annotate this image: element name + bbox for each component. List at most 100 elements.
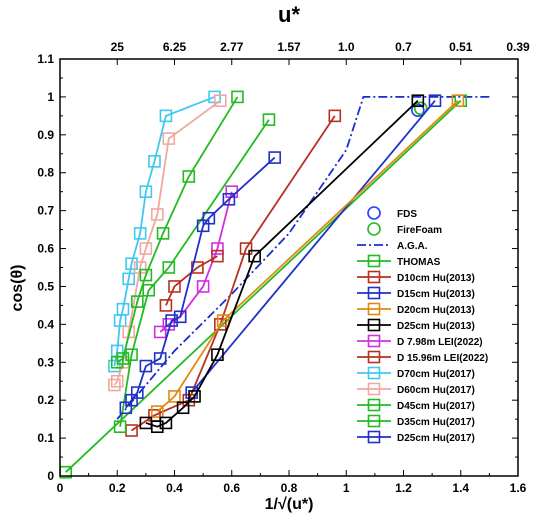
- data-point: [159, 109, 173, 123]
- data-point: [148, 155, 161, 168]
- series-line: [113, 99, 221, 386]
- data-point: [153, 352, 167, 365]
- data-point: [116, 302, 130, 316]
- data-point: [165, 314, 178, 327]
- data-point: [130, 295, 144, 308]
- data-point: [139, 185, 153, 198]
- x-tick-label: 1: [343, 481, 350, 495]
- legend-swatch-marker: [367, 430, 381, 444]
- data-point: [214, 318, 227, 331]
- legend-label: D20cm Hu(2013): [397, 305, 475, 316]
- data-point: [231, 90, 244, 104]
- data-point: [159, 299, 173, 312]
- legend-item-1: FireFoam: [367, 222, 442, 236]
- legend-item-6: D20cm Hu(2013): [357, 302, 475, 316]
- y-tick-label: 0.5: [37, 279, 54, 293]
- legend-item-4: D10cm Hu(2013): [357, 270, 475, 284]
- data-point: [133, 227, 147, 240]
- y-tick-label: 0.8: [37, 166, 54, 180]
- y-tick-label: 0.4: [37, 317, 54, 331]
- legend-swatch-marker: [367, 350, 381, 364]
- data-point: [122, 272, 135, 286]
- x-tick-label: 1.2: [395, 481, 412, 495]
- legend-label: D15cm Hu(2013): [397, 289, 475, 300]
- data-point: [196, 280, 210, 293]
- y-tick-label: 1.1: [37, 52, 54, 66]
- legend-item-2: A.G.A.: [357, 241, 428, 252]
- data-point: [108, 359, 121, 373]
- series-7: [139, 94, 425, 434]
- legend-swatch-marker: [367, 206, 381, 220]
- data-point: [182, 170, 196, 183]
- data-point: [159, 416, 173, 430]
- data-point: [116, 352, 130, 365]
- x-tick-label: 0.4: [166, 481, 183, 495]
- legend-label: D25cm Hu(2017): [397, 433, 475, 444]
- legend-swatch-marker: [367, 318, 381, 332]
- data-point: [248, 249, 261, 263]
- legend-item-11: D60cm Hu(2017): [357, 382, 475, 396]
- series-line: [119, 119, 270, 427]
- legend-swatch-marker: [367, 334, 381, 348]
- series-14: [119, 151, 281, 415]
- y-axis-label: cos(θ): [9, 265, 26, 312]
- data-point: [413, 101, 428, 116]
- top-x-tick-label: 1.0: [338, 40, 355, 54]
- data-point: [139, 242, 153, 255]
- series-line: [131, 115, 336, 432]
- top-x-tick-label: 6.25: [163, 40, 187, 54]
- legend-label: D45cm Hu(2017): [397, 401, 475, 412]
- data-point: [125, 348, 138, 361]
- data-point: [139, 359, 153, 373]
- y-tick-label: 0.9: [37, 128, 54, 142]
- series-4: [125, 109, 342, 437]
- y-tick-label: 0.6: [37, 242, 54, 256]
- data-point: [130, 386, 144, 399]
- legend-swatch-marker: [367, 270, 381, 284]
- data-point: [151, 420, 164, 434]
- legend-label: FDS: [397, 209, 417, 220]
- y-tick-label: 0.2: [37, 393, 54, 407]
- series-6: [151, 94, 465, 418]
- data-point: [211, 348, 224, 361]
- series-10: [108, 90, 221, 373]
- legend-item-5: D15cm Hu(2013): [357, 286, 475, 300]
- data-point: [173, 310, 187, 324]
- series-0: [411, 103, 425, 117]
- legend-swatch-marker: [367, 382, 381, 396]
- legend-label: D35cm Hu(2017): [397, 417, 475, 428]
- legend-item-13: D35cm Hu(2017): [357, 414, 475, 428]
- legend-item-9: D 15.96m LEI(2022): [357, 350, 488, 364]
- data-point: [162, 132, 176, 145]
- y-tick-label: 1: [47, 90, 54, 104]
- legend-item-7: D25cm Hu(2013): [357, 318, 475, 332]
- legend-item-0: FDS: [367, 206, 417, 220]
- top-x-tick-label: 1.57: [277, 40, 301, 54]
- legend-item-8: D 7.98m LEI(2022): [357, 334, 483, 348]
- x-tick-label: 0.2: [109, 481, 126, 495]
- data-point: [139, 268, 153, 282]
- series-12: [110, 90, 244, 369]
- data-point: [110, 374, 124, 388]
- series-line: [125, 156, 276, 409]
- data-point: [268, 151, 281, 164]
- data-point: [156, 227, 170, 240]
- legend-label: A.G.A.: [397, 241, 428, 252]
- legend-item-10: D70cm Hu(2017): [357, 366, 475, 380]
- series-1: [413, 101, 428, 116]
- data-point: [239, 242, 253, 255]
- top-x-tick-label: 2.77: [220, 40, 244, 54]
- data-point: [216, 314, 230, 327]
- data-point: [151, 208, 164, 221]
- legend-item-3: THOMAS: [357, 254, 441, 268]
- data-point: [162, 261, 176, 274]
- data-point: [151, 405, 164, 418]
- x-tick-label: 0: [57, 481, 64, 495]
- legend-swatch-marker: [367, 222, 381, 236]
- chart-series-layer: [59, 90, 490, 479]
- series-line: [190, 100, 436, 394]
- y-tick-label: 0: [47, 469, 54, 483]
- legend-item-14: D25cm Hu(2017): [357, 430, 475, 444]
- legend-item-12: D45cm Hu(2017): [357, 398, 475, 412]
